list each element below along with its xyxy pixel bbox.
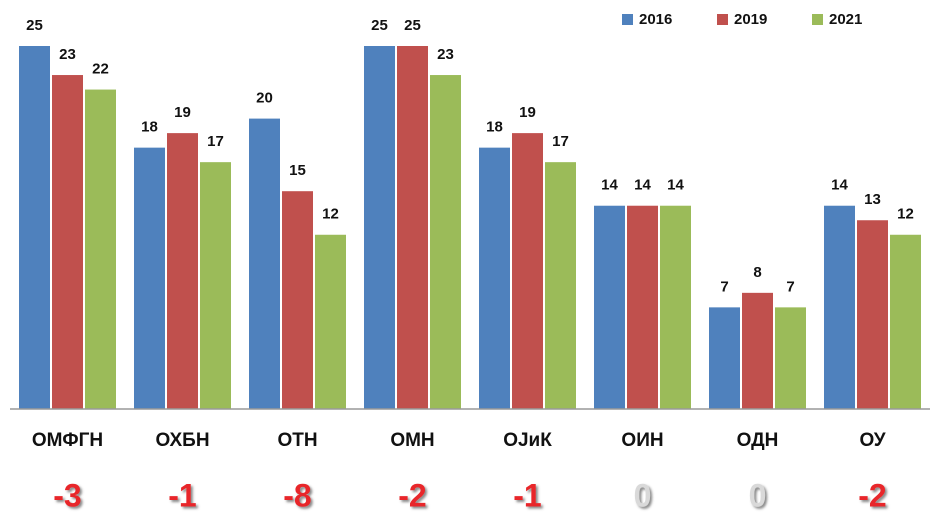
value-label: 25 <box>404 17 421 34</box>
bar <box>890 234 921 409</box>
value-label: 23 <box>59 46 76 63</box>
category-label: ОМФГН <box>32 430 103 451</box>
legend-label: 2019 <box>734 11 767 28</box>
category-label: ОЈиК <box>503 430 552 451</box>
bar <box>594 205 625 409</box>
value-label: 15 <box>289 162 306 179</box>
legend-label: 2016 <box>639 11 672 28</box>
category-label: ОУ <box>859 430 885 451</box>
category-label: ОТН <box>277 430 317 451</box>
difference: 0 <box>749 477 767 513</box>
bar <box>249 118 280 409</box>
bar <box>134 147 165 409</box>
value-label: 19 <box>174 104 191 121</box>
bar <box>824 205 855 409</box>
difference: -1 <box>513 477 541 513</box>
bar <box>775 307 806 409</box>
value-label: 17 <box>207 133 224 150</box>
legend-swatch <box>812 14 823 25</box>
value-label: 7 <box>786 278 794 295</box>
difference: -3 <box>53 477 81 513</box>
difference: -2 <box>398 477 426 513</box>
bar <box>315 234 346 409</box>
value-label: 14 <box>831 177 848 194</box>
value-label: 22 <box>92 61 109 78</box>
value-label: 13 <box>864 191 881 208</box>
difference: -2 <box>858 477 886 513</box>
category-label: ОХБН <box>155 430 209 451</box>
value-label: 18 <box>486 119 503 136</box>
legend-label: 2021 <box>829 11 862 28</box>
value-label: 20 <box>256 90 273 107</box>
difference: -8 <box>283 477 311 513</box>
category-label: ОИН <box>621 430 663 451</box>
bar <box>857 220 888 409</box>
bar <box>85 89 116 409</box>
difference: 0 <box>634 477 652 513</box>
legend-swatch <box>717 14 728 25</box>
bar <box>709 307 740 409</box>
bar <box>167 133 198 409</box>
bar <box>200 162 231 409</box>
value-label: 25 <box>371 17 388 34</box>
legend-swatch <box>622 14 633 25</box>
value-label: 23 <box>437 46 454 63</box>
bar <box>545 162 576 409</box>
bar <box>627 205 658 409</box>
value-label: 18 <box>141 119 158 136</box>
bar <box>512 133 543 409</box>
bar <box>52 75 83 409</box>
value-label: 14 <box>601 177 618 194</box>
bar <box>479 147 510 409</box>
value-label: 25 <box>26 17 43 34</box>
value-label: 7 <box>720 278 728 295</box>
bar <box>430 75 461 409</box>
value-label: 14 <box>667 177 684 194</box>
bar <box>660 205 691 409</box>
value-label: 19 <box>519 104 536 121</box>
bar <box>742 292 773 409</box>
difference: -1 <box>168 477 196 513</box>
value-label: 14 <box>634 177 651 194</box>
category-label: ОДН <box>737 430 779 451</box>
category-label: ОМН <box>390 430 434 451</box>
bar <box>397 46 428 409</box>
value-label: 12 <box>897 206 914 223</box>
bar <box>282 191 313 409</box>
value-label: 8 <box>753 264 761 281</box>
value-label: 17 <box>552 133 569 150</box>
value-label: 12 <box>322 206 339 223</box>
bar <box>19 46 50 409</box>
bar <box>364 46 395 409</box>
